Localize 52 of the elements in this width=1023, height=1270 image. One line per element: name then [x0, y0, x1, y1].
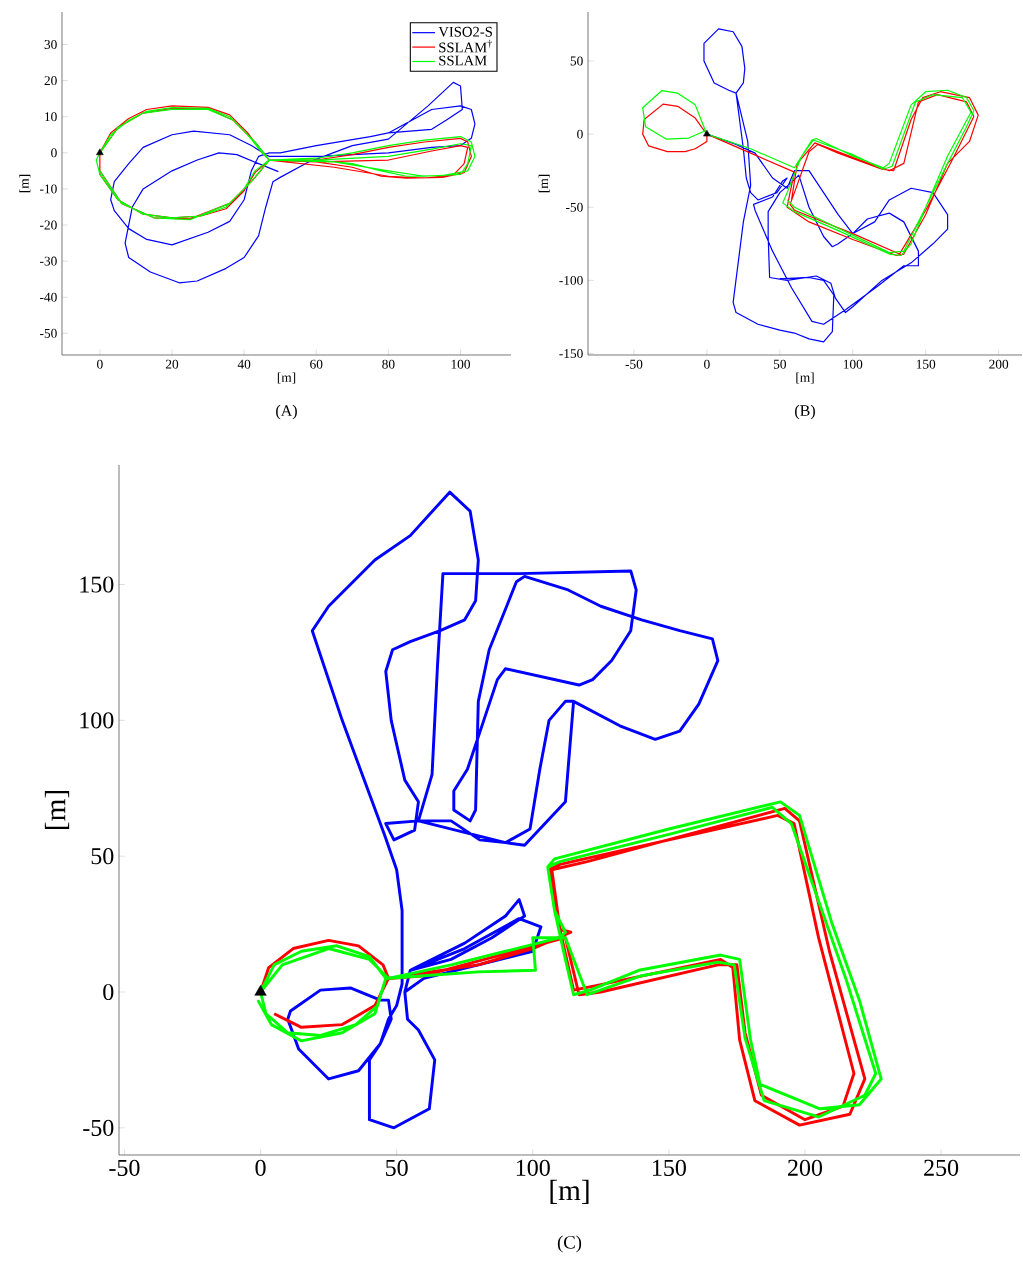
x-tick-label: 0	[704, 359, 710, 369]
y-tick-label: -100	[559, 275, 583, 285]
y-tick-label: -30	[40, 256, 57, 266]
y-tick-label: -50	[83, 1119, 114, 1136]
text: (B)	[795, 404, 815, 420]
x-tick-label: 50	[773, 359, 787, 369]
x-tick-label: 100	[516, 1159, 550, 1176]
y-tick-label: -20	[40, 220, 57, 230]
y-tick-label: -40	[40, 292, 57, 302]
y-tick-label: 0	[103, 983, 114, 1001]
line-series	[286, 490, 720, 1130]
legend-label: SSLAM	[439, 55, 487, 66]
x-tick-label: 250	[924, 1159, 959, 1176]
y-tick-label: -10	[40, 184, 57, 194]
y-tick-label: 50	[91, 848, 114, 865]
text: (A)	[276, 404, 297, 420]
x-tick-label: -50	[109, 1159, 140, 1176]
y-tick-label: 50	[570, 56, 583, 66]
y-tick-label: 0	[577, 129, 583, 139]
x-tick-label: 0	[255, 1159, 266, 1176]
legend-label: VISO2-S	[438, 26, 492, 37]
x-axis-title: [m]	[277, 372, 296, 384]
x-tick-label: 150	[652, 1159, 686, 1176]
y-tick-label: 20	[44, 76, 57, 86]
x-tick-label: 100	[843, 359, 863, 369]
x-tick-label: 200	[989, 359, 1009, 369]
y-tick-label: -50	[566, 202, 583, 212]
y-tick-label: 10	[45, 112, 57, 122]
x-tick-label: 80	[382, 359, 395, 369]
x-tick-label: 20	[165, 359, 179, 369]
x-tick-label: 50	[386, 1159, 408, 1176]
line-series	[703, 28, 949, 343]
x-tick-label: 40	[237, 359, 251, 369]
y-axis-title: [m]	[538, 174, 550, 193]
x-tick-label: -50	[625, 359, 643, 369]
y-tick-label: 150	[80, 576, 114, 593]
x-tick-label: 150	[916, 359, 936, 369]
x-tick-label: 100	[451, 359, 471, 369]
y-tick-label: -50	[40, 328, 57, 338]
y-axis-title: [m]	[19, 174, 31, 193]
x-axis-title: [m]	[550, 1179, 589, 1205]
x-tick-label: 200	[788, 1159, 823, 1176]
y-tick-label: 30	[44, 40, 57, 49]
y-axis-title: [m]	[44, 790, 70, 829]
x-tick-label: 60	[310, 359, 323, 369]
text: (C)	[557, 1235, 582, 1253]
line-series	[110, 81, 476, 284]
y-tick-label: 0	[51, 148, 57, 158]
y-tick-label: 100	[80, 712, 114, 729]
y-tick-label: -150	[559, 349, 583, 359]
x-axis-title: [m]	[796, 372, 814, 384]
legend-label: SSLAM$^{†}$	[439, 39, 492, 53]
